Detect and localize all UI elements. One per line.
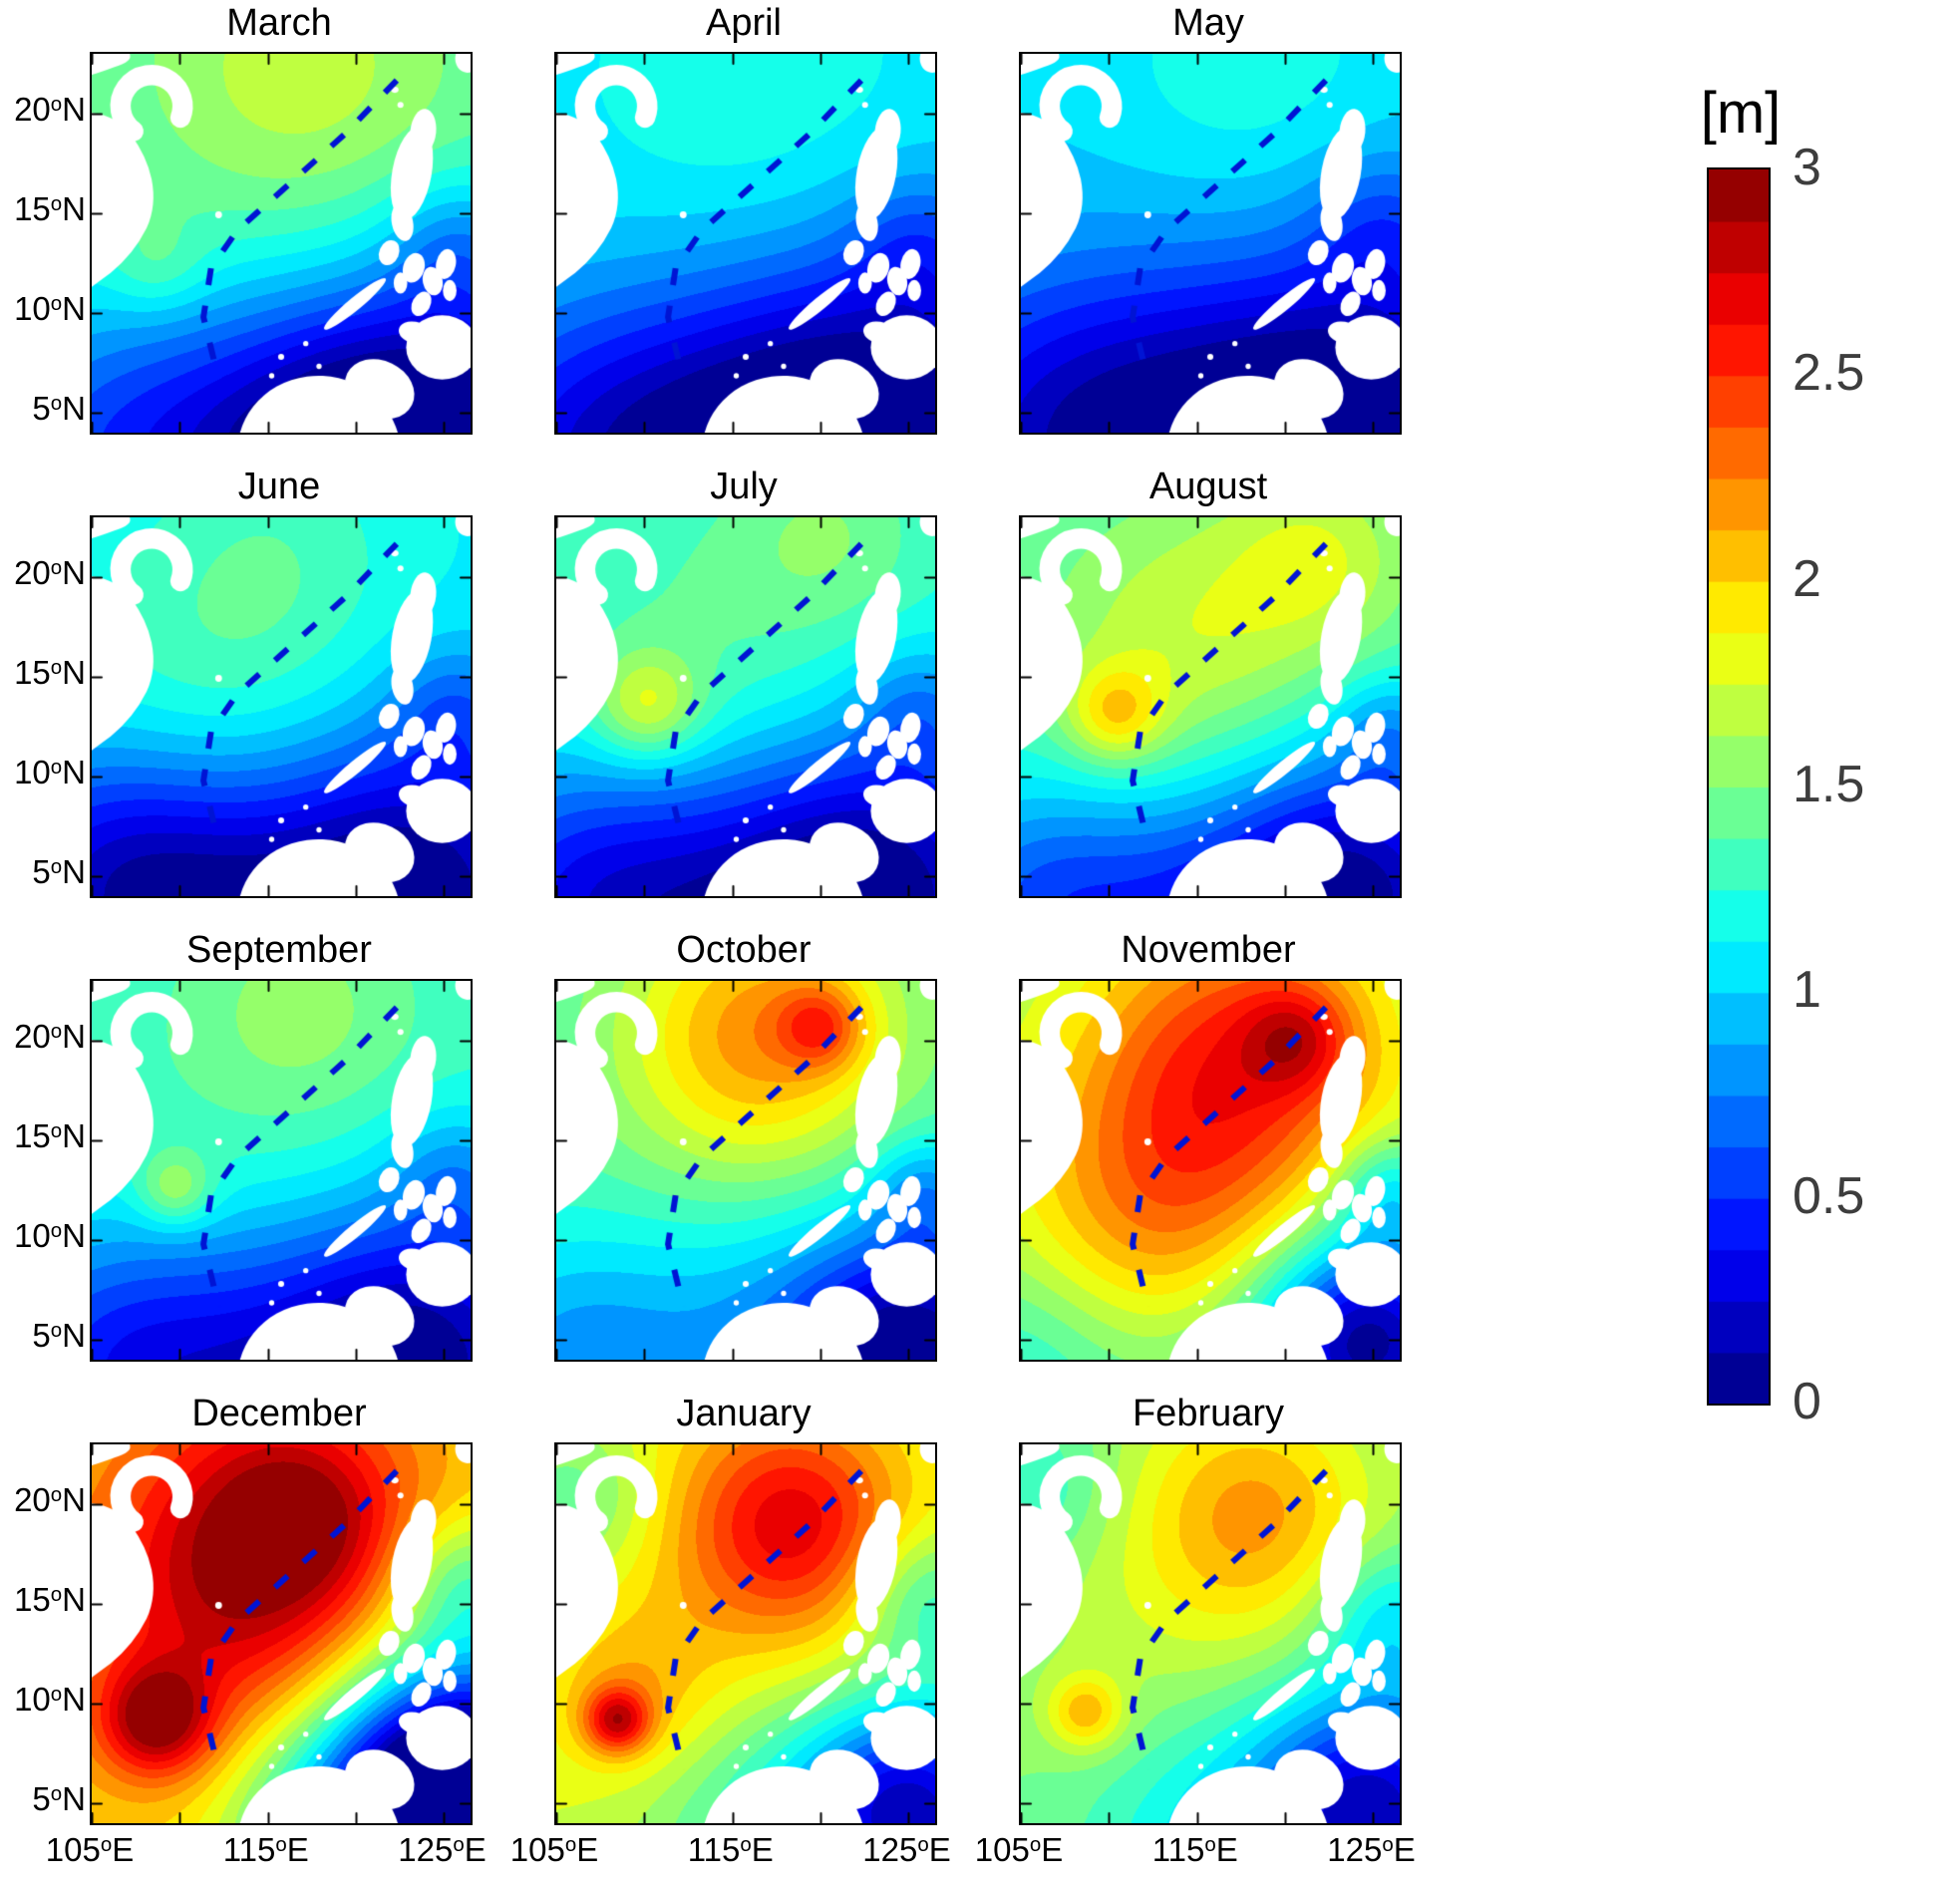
panel-title-august: August	[1148, 466, 1268, 507]
y-axis-tick-label: 20oN	[14, 1018, 86, 1055]
y-axis-tick-label: 15oN	[14, 1581, 86, 1618]
y-axis-tick-label: 15oN	[14, 654, 86, 691]
x-axis-tick-label: 115oE	[1151, 1831, 1238, 1868]
y-axis-tick-label: 5oN	[32, 1780, 86, 1817]
y-axis-tick-label: 5oN	[32, 853, 86, 890]
y-axis-tick-label: 20oN	[14, 554, 86, 591]
y-axis-tick-label: 5oN	[32, 390, 86, 427]
y-axis-tick-label: 5oN	[32, 1317, 86, 1354]
colorbar-tick-label: 0	[1793, 1373, 1821, 1430]
x-axis-tick-label: 115oE	[222, 1831, 309, 1868]
panel-title-february: February	[1132, 1393, 1285, 1434]
y-axis-tick-label: 10oN	[14, 290, 86, 327]
colorbar-tick-label: 0.5	[1793, 1166, 1865, 1225]
x-axis-tick-label: 105oE	[974, 1831, 1064, 1868]
colorbar-tick-label: 2	[1793, 549, 1821, 608]
panel-title-march: March	[226, 2, 332, 44]
y-axis-tick-label: 10oN	[14, 1217, 86, 1254]
x-axis-tick-label: 125oE	[1327, 1831, 1416, 1868]
panel-title-may: May	[1172, 2, 1244, 44]
y-axis-tick-label: 10oN	[14, 754, 86, 790]
map-canvas-july	[554, 515, 937, 898]
panel-title-april: April	[705, 2, 783, 44]
map-canvas-october	[554, 979, 937, 1362]
colorbar-tick-label: 3	[1793, 139, 1821, 196]
map-canvas-december	[90, 1442, 473, 1825]
x-axis-tick-label: 125oE	[862, 1831, 951, 1868]
colorbar-tick-label: 1.5	[1793, 756, 1865, 813]
y-axis-tick-label: 20oN	[14, 1481, 86, 1518]
map-canvas-may	[1019, 52, 1402, 435]
x-axis-tick-label: 125oE	[398, 1831, 487, 1868]
map-canvas-june	[90, 515, 473, 898]
y-axis-tick-label: 10oN	[14, 1681, 86, 1718]
x-axis-tick-label: 105oE	[509, 1831, 599, 1868]
panel-title-december: December	[191, 1393, 367, 1434]
panel-title-june: June	[237, 466, 321, 507]
colorbar-gradient	[1707, 167, 1771, 1406]
panel-title-november: November	[1121, 929, 1296, 971]
y-axis-tick-label: 15oN	[14, 190, 86, 227]
colorbar-tick-label: 2.5	[1793, 344, 1865, 403]
colorbar-unit-label: [m]	[1700, 81, 1782, 146]
map-canvas-march	[90, 52, 473, 435]
map-canvas-august	[1019, 515, 1402, 898]
panel-title-september: September	[186, 929, 372, 971]
panel-title-october: October	[676, 929, 812, 971]
y-axis-tick-label: 15oN	[14, 1117, 86, 1154]
y-axis-tick-label: 20oN	[14, 91, 86, 128]
map-canvas-february	[1019, 1442, 1402, 1825]
x-axis-tick-label: 105oE	[45, 1831, 135, 1868]
panel-title-january: January	[676, 1393, 812, 1434]
panel-title-july: July	[710, 466, 778, 507]
x-axis-tick-label: 115oE	[687, 1831, 774, 1868]
map-canvas-january	[554, 1442, 937, 1825]
map-canvas-november	[1019, 979, 1402, 1362]
map-canvas-september	[90, 979, 473, 1362]
colorbar-tick-label: 1	[1793, 961, 1821, 1020]
map-canvas-april	[554, 52, 937, 435]
